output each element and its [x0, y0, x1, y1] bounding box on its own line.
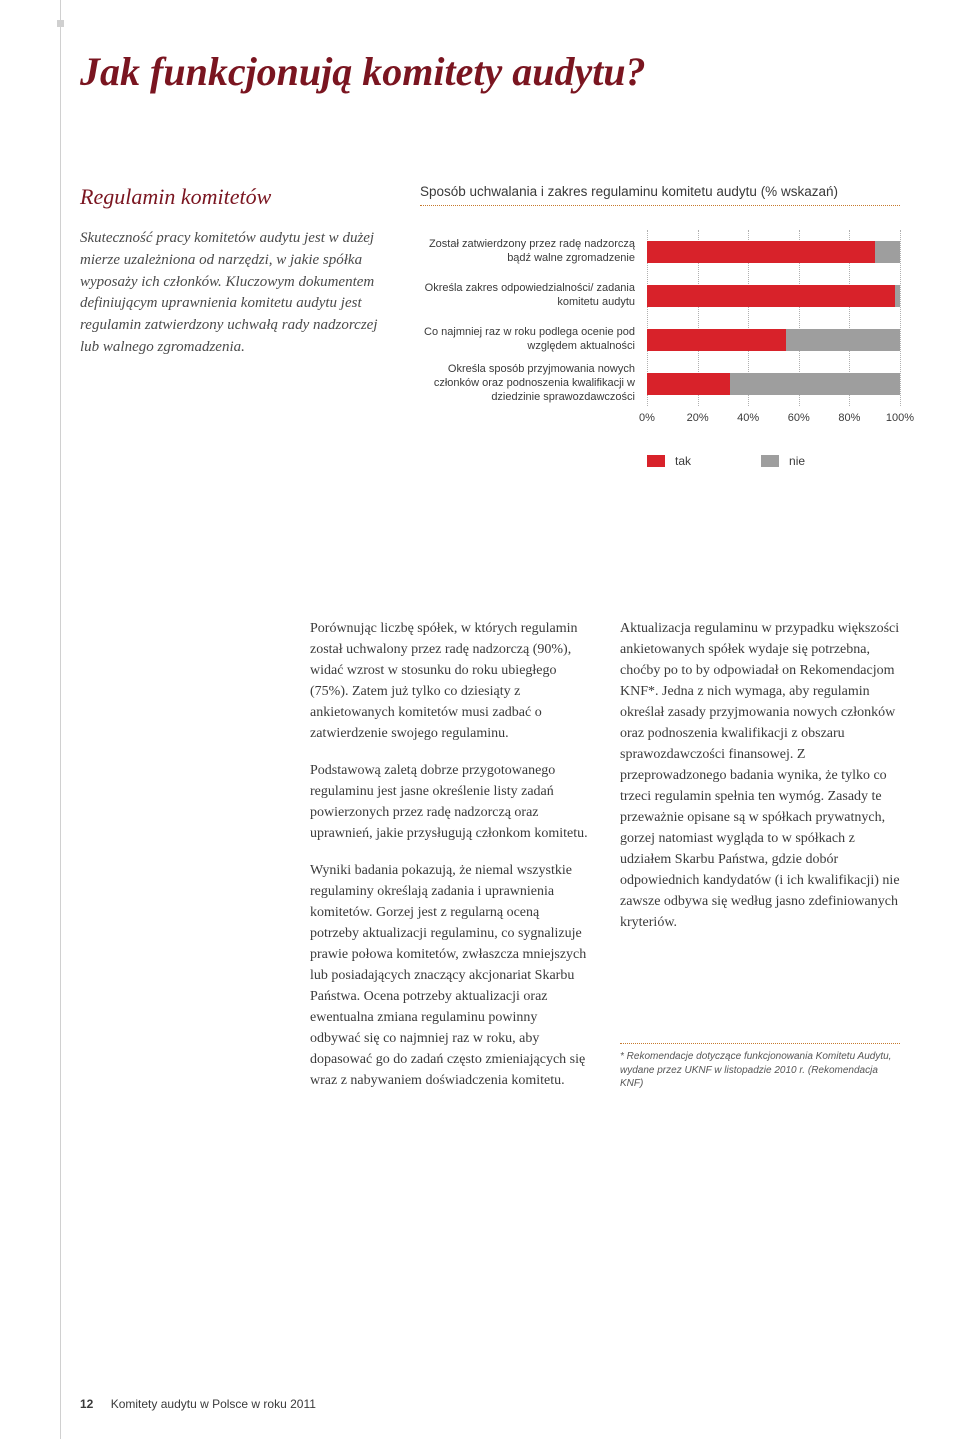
- chart-plot-area: [647, 230, 900, 406]
- bar-segment: [647, 241, 875, 263]
- body-paragraph: Podstawową zaletą dobrze przygotowanego …: [310, 760, 590, 844]
- bar-row: [647, 241, 900, 263]
- bar-segment: [647, 285, 895, 307]
- legend-label: nie: [789, 454, 805, 468]
- chart-title: Sposób uchwalania i zakres regulaminu ko…: [420, 184, 900, 199]
- body-section: Porównując liczbę spółek, w których regu…: [80, 618, 900, 1107]
- legend-item-tak: tak: [647, 454, 691, 468]
- bar-row: [647, 373, 900, 395]
- swatch-icon: [761, 455, 779, 467]
- bar-row: [647, 329, 900, 351]
- bar-row: [647, 285, 900, 307]
- gridline: [900, 230, 901, 406]
- intro-column: Regulamin komitetów Skuteczność pracy ko…: [80, 184, 390, 468]
- chart-x-axis: 0%20%40%60%80%100%: [647, 412, 900, 432]
- legend-item-nie: nie: [761, 454, 805, 468]
- page-footer: 12 Komitety audytu w Polsce w roku 2011: [80, 1397, 316, 1411]
- chart-category-labels: Został zatwierdzony przez radę nadzorczą…: [420, 230, 635, 406]
- chart-column: Sposób uchwalania i zakres regulaminu ko…: [420, 184, 900, 468]
- bar-segment: [647, 329, 786, 351]
- axis-tick: 60%: [788, 412, 810, 424]
- body-paragraph: Porównując liczbę spółek, w których regu…: [310, 618, 590, 744]
- bar-chart: Został zatwierdzony przez radę nadzorczą…: [420, 230, 900, 406]
- axis-tick: 20%: [687, 412, 709, 424]
- footer-text: Komitety audytu w Polsce w roku 2011: [111, 1397, 316, 1411]
- top-section: Regulamin komitetów Skuteczność pracy ko…: [80, 184, 900, 468]
- bar-segment: [875, 241, 900, 263]
- bar-segment: [647, 373, 730, 395]
- axis-tick: 40%: [737, 412, 759, 424]
- bar-segment: [786, 329, 900, 351]
- page-number: 12: [80, 1397, 93, 1411]
- body-left-column: Porównując liczbę spółek, w których regu…: [310, 618, 590, 1107]
- spacer: [80, 618, 280, 1107]
- footnote: * Rekomendacje dotyczące funkcjonowania …: [620, 1043, 900, 1091]
- page-title: Jak funkcjonują komitety audytu?: [80, 50, 900, 94]
- intro-paragraph: Skuteczność pracy komitetów audytu jest …: [80, 228, 390, 359]
- swatch-icon: [647, 455, 665, 467]
- chart-category-label: Został zatwierdzony przez radę nadzorczą…: [420, 230, 635, 274]
- legend-label: tak: [675, 454, 691, 468]
- axis-tick: 0%: [639, 412, 655, 424]
- axis-tick: 80%: [838, 412, 860, 424]
- bar-segment: [730, 373, 900, 395]
- body-paragraph: Wyniki badania pokazują, że niemal wszys…: [310, 860, 590, 1091]
- axis-tick: 100%: [886, 412, 914, 424]
- section-heading: Regulamin komitetów: [80, 184, 390, 210]
- bar-segment: [895, 285, 900, 307]
- chart-category-label: Określa sposób przyjmowania nowych człon…: [420, 362, 635, 406]
- chart-category-label: Określa zakres odpowiedzialności/ zadani…: [420, 274, 635, 318]
- body-right-column: Aktualizacja regulaminu w przypadku więk…: [620, 618, 900, 1107]
- body-paragraph: Aktualizacja regulaminu w przypadku więk…: [620, 618, 900, 933]
- divider: [420, 205, 900, 206]
- chart-legend: tak nie: [647, 454, 900, 468]
- chart-category-label: Co najmniej raz w roku podlega ocenie po…: [420, 318, 635, 362]
